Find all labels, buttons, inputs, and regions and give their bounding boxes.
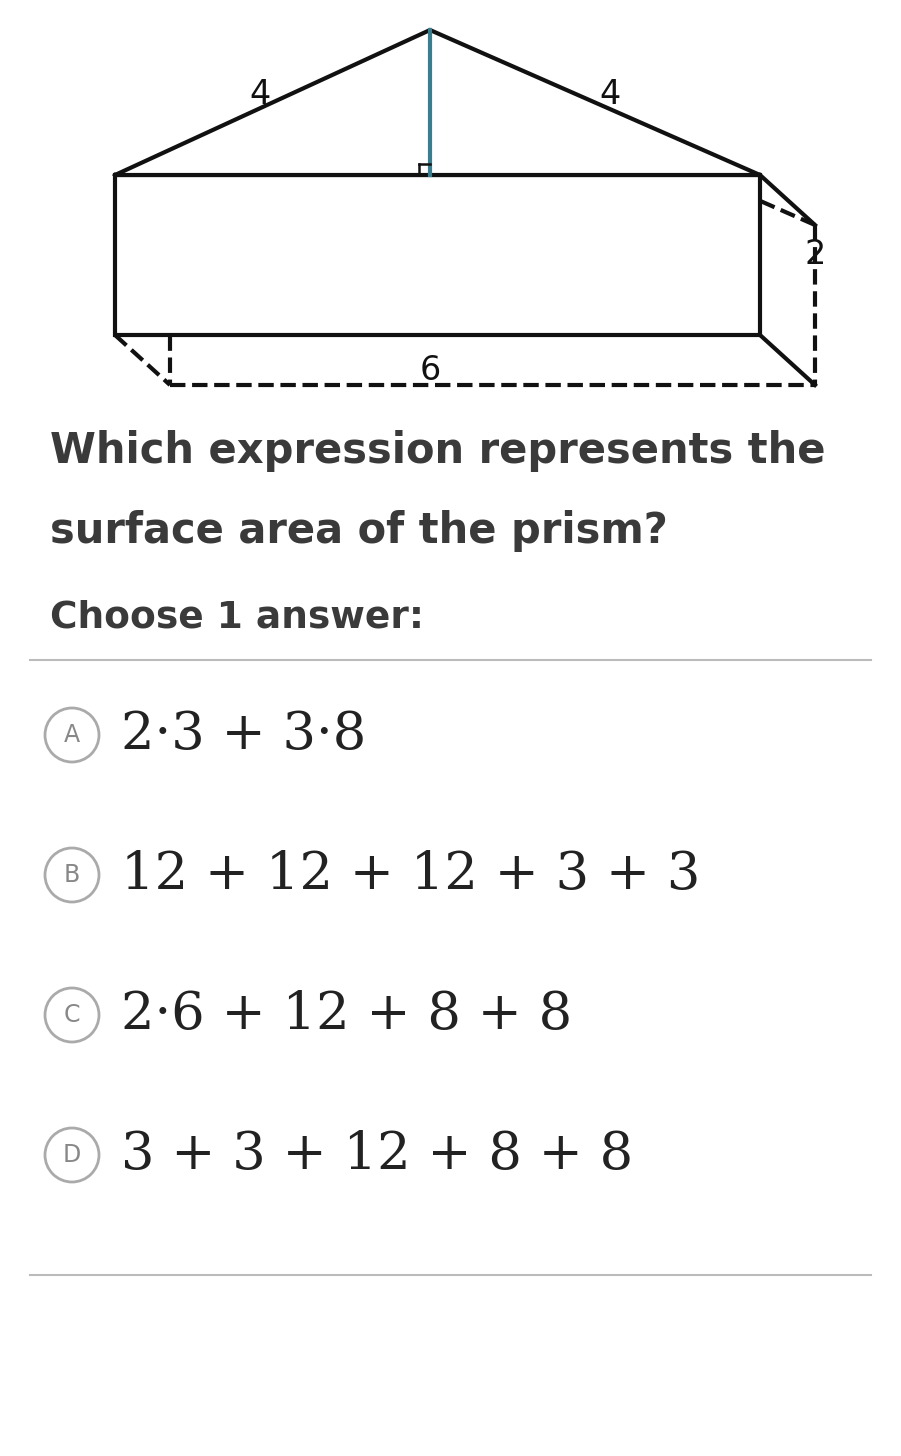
Text: A: A xyxy=(64,724,80,747)
Text: Choose 1 answer:: Choose 1 answer: xyxy=(50,600,424,636)
Text: 3 + 3 + 12 + 8 + 8: 3 + 3 + 12 + 8 + 8 xyxy=(121,1130,633,1181)
Text: 1: 1 xyxy=(450,99,471,131)
Text: D: D xyxy=(63,1143,81,1168)
Text: 2·3 + 3·8: 2·3 + 3·8 xyxy=(121,709,366,760)
Text: C: C xyxy=(64,1003,80,1026)
Text: Which expression represents the: Which expression represents the xyxy=(50,430,825,472)
Text: surface area of the prism?: surface area of the prism? xyxy=(50,510,668,552)
Text: 2·6 + 12 + 8 + 8: 2·6 + 12 + 8 + 8 xyxy=(121,990,572,1041)
Text: 6: 6 xyxy=(419,354,441,386)
Text: 4: 4 xyxy=(599,79,621,112)
Text: 4: 4 xyxy=(250,79,270,112)
Polygon shape xyxy=(115,175,760,335)
Text: 12 + 12 + 12 + 3 + 3: 12 + 12 + 12 + 3 + 3 xyxy=(121,849,700,900)
Polygon shape xyxy=(115,31,760,175)
Text: 2: 2 xyxy=(805,239,825,271)
Text: B: B xyxy=(64,863,80,887)
